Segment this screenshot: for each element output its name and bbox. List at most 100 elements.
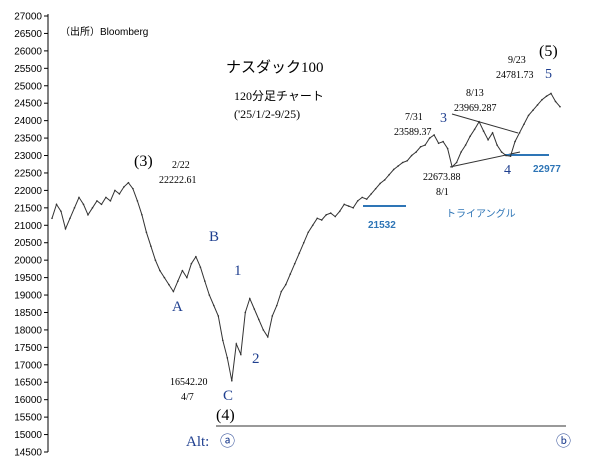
price-point bbox=[91, 207, 94, 209]
price-point bbox=[464, 144, 467, 146]
price-point bbox=[352, 207, 355, 209]
price-point bbox=[69, 217, 71, 220]
price-point bbox=[446, 147, 449, 150]
date-923: 9/23 bbox=[508, 55, 526, 66]
price-point bbox=[73, 207, 76, 209]
wave-3-label: (3) bbox=[134, 153, 153, 170]
price-point bbox=[186, 276, 188, 279]
y-tick-label: 19000 bbox=[14, 291, 42, 302]
peak-3-value: 22222.61 bbox=[159, 175, 197, 186]
y-tick-label: 20500 bbox=[14, 238, 42, 249]
price-point bbox=[397, 165, 399, 167]
chart-subtitle-2: ('25/1/2-9/25) bbox=[234, 107, 300, 121]
wave-1-label: 1 bbox=[234, 263, 242, 279]
price-point bbox=[253, 308, 256, 310]
price-point bbox=[451, 166, 453, 168]
y-axis-ticks: 14500 15000 15500 16000 16500 17000 17500 18000… bbox=[14, 12, 48, 459]
price-points bbox=[51, 92, 561, 382]
price-point bbox=[60, 210, 62, 213]
price-point bbox=[383, 179, 386, 181]
y-tick-label: 17500 bbox=[14, 343, 42, 354]
price-point bbox=[329, 212, 332, 214]
y-tick-label: 21000 bbox=[14, 221, 42, 232]
y-tick-label: 27000 bbox=[14, 12, 42, 23]
price-point bbox=[478, 120, 480, 123]
price-point bbox=[284, 283, 287, 286]
price-point bbox=[177, 280, 179, 282]
price-point bbox=[172, 290, 175, 293]
price-point bbox=[554, 100, 557, 103]
y-tick-label: 25500 bbox=[14, 64, 42, 75]
price-point bbox=[222, 339, 224, 342]
low-value: 16542.20 bbox=[170, 377, 208, 388]
price-point bbox=[280, 290, 283, 293]
price-point bbox=[114, 189, 116, 192]
price-point bbox=[100, 203, 103, 206]
price-point bbox=[154, 259, 157, 261]
price-line bbox=[51, 92, 561, 381]
price-point bbox=[105, 196, 107, 199]
price-point bbox=[320, 219, 323, 221]
price-point bbox=[235, 343, 238, 345]
price-point bbox=[365, 198, 368, 200]
price-point bbox=[356, 200, 359, 202]
y-tick-label: 18000 bbox=[14, 325, 42, 336]
price-point bbox=[118, 193, 121, 195]
y-tick-label: 16000 bbox=[14, 395, 42, 406]
value-81: 22673.88 bbox=[423, 172, 461, 183]
price-point bbox=[536, 104, 539, 106]
alt-a-label: ⓐ bbox=[220, 433, 235, 450]
price-point bbox=[293, 262, 296, 265]
price-point bbox=[388, 173, 390, 176]
price-point bbox=[311, 224, 314, 227]
y-tick-label: 15500 bbox=[14, 413, 42, 424]
y-tick-label: 20000 bbox=[14, 256, 42, 267]
price-point bbox=[338, 210, 341, 213]
price-point bbox=[159, 269, 161, 272]
price-point bbox=[401, 161, 404, 164]
y-tick-label: 25000 bbox=[14, 81, 42, 92]
price-point bbox=[244, 311, 247, 314]
price-point bbox=[271, 315, 274, 317]
value-731: 23589.37 bbox=[394, 127, 432, 138]
wave-B-label: B bbox=[209, 229, 219, 245]
price-point bbox=[527, 114, 530, 117]
price-point bbox=[455, 161, 458, 164]
price-point bbox=[302, 241, 305, 244]
price-point bbox=[496, 144, 498, 146]
price-point bbox=[195, 255, 197, 258]
triangle-label: トライアングル bbox=[446, 207, 516, 220]
price-point bbox=[500, 151, 503, 153]
price-point bbox=[262, 329, 265, 331]
price-point bbox=[275, 304, 278, 307]
wave-C-label: C bbox=[223, 388, 233, 404]
wave-3-small-label: 3 bbox=[440, 111, 447, 126]
alt-label: Alt: bbox=[186, 434, 209, 450]
price-point bbox=[415, 151, 417, 153]
price-point bbox=[469, 135, 471, 138]
price-point bbox=[208, 294, 211, 296]
chart-subtitle-1: 120分足チャート bbox=[234, 89, 324, 103]
price-point bbox=[168, 283, 170, 286]
price-point bbox=[298, 252, 301, 254]
y-tick-label: 24500 bbox=[14, 99, 42, 110]
wave-A-label: A bbox=[172, 299, 183, 315]
price-point bbox=[96, 200, 98, 202]
price-point bbox=[491, 132, 494, 134]
price-point bbox=[406, 159, 408, 162]
y-tick-label: 15000 bbox=[14, 430, 42, 441]
wave-2-label: 2 bbox=[252, 351, 260, 367]
date-81: 8/1 bbox=[436, 187, 449, 198]
y-tick-label: 21500 bbox=[14, 203, 42, 214]
price-point bbox=[334, 215, 337, 218]
price-point bbox=[514, 140, 516, 143]
reference-lines bbox=[216, 113, 566, 427]
price-point bbox=[325, 214, 328, 216]
price-point bbox=[231, 379, 233, 382]
price-point bbox=[266, 336, 269, 338]
price-point bbox=[257, 318, 260, 321]
y-tick-label: 19500 bbox=[14, 273, 42, 284]
price-point bbox=[150, 245, 152, 248]
wave-5-small-label: 5 bbox=[545, 67, 552, 82]
price-point bbox=[518, 132, 521, 134]
